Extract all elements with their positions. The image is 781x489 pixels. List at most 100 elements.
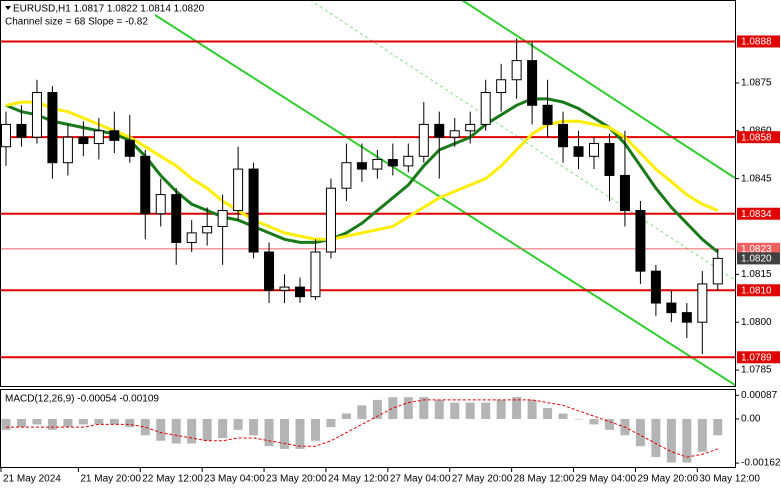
y-tick-label: -0.00162 xyxy=(741,458,781,469)
x-tick-label: 29 May 04:00 xyxy=(576,474,637,485)
x-tick-label: 23 May 20:00 xyxy=(266,474,327,485)
candle-body xyxy=(310,251,321,298)
candle-body xyxy=(341,162,352,189)
macd-bar xyxy=(481,402,491,419)
candle-body xyxy=(217,210,228,227)
candle-body xyxy=(109,130,120,141)
candle-body xyxy=(233,168,244,212)
channel-upper-line xyxy=(461,0,736,179)
y-tick-label: 0.00 xyxy=(741,414,761,425)
macd-bar xyxy=(326,418,336,428)
macd-bar xyxy=(16,418,26,428)
level-price-label: 1.0820 xyxy=(741,254,772,265)
y-tick-label: 1.0875 xyxy=(741,78,772,89)
candle-body xyxy=(666,302,677,314)
x-tick-label: 27 May 20:00 xyxy=(452,474,513,485)
x-tick-label: 24 May 12:00 xyxy=(328,474,389,485)
collapse-icon[interactable] xyxy=(5,6,11,10)
macd-bar xyxy=(140,418,150,436)
macd-bar xyxy=(574,418,584,420)
macd-bar xyxy=(589,418,599,425)
macd-bar xyxy=(635,418,645,447)
macd-title: MACD(12,26,9) -0.00054 -0.00109 xyxy=(5,394,159,405)
candle-body xyxy=(496,79,507,94)
x-tick-label: 27 May 04:00 xyxy=(390,474,451,485)
y-tick-label: 1.0815 xyxy=(741,269,772,280)
candle-body xyxy=(697,283,708,323)
moving-average xyxy=(5,97,719,254)
macd-bar xyxy=(32,418,42,425)
macd-bar xyxy=(713,418,723,436)
candle-body xyxy=(171,194,182,243)
candle-body xyxy=(589,143,599,157)
x-tick-label: 21 May 20:00 xyxy=(80,474,141,485)
candle-body xyxy=(558,123,569,148)
candle-body xyxy=(465,123,476,132)
candle-body xyxy=(573,146,584,157)
level-price-box xyxy=(737,35,780,48)
macd-frame xyxy=(0,389,736,468)
plot xyxy=(0,38,735,463)
macd-bar xyxy=(280,418,290,449)
candle-body xyxy=(527,60,538,106)
candle-body xyxy=(619,174,630,212)
macd-bar xyxy=(341,413,351,419)
macd-bar xyxy=(187,418,197,444)
y-tick-label: 1.0845 xyxy=(741,173,772,184)
candle-body xyxy=(604,143,615,176)
y-tick-label: 1.0860 xyxy=(741,125,772,136)
macd-bar xyxy=(78,418,88,425)
level-price-box xyxy=(737,131,780,144)
level-price-label: 1.0888 xyxy=(741,37,772,48)
macd-bar xyxy=(512,397,522,419)
candle-body xyxy=(356,162,367,170)
macd-bar xyxy=(156,418,166,441)
macd-bar xyxy=(403,397,413,419)
macd-bar xyxy=(450,402,460,419)
candle-body xyxy=(449,130,460,138)
candle-body xyxy=(542,104,553,125)
candle-body xyxy=(16,123,27,138)
macd-bar xyxy=(465,402,475,419)
y-tick-label: 1.0785 xyxy=(741,365,772,376)
channel-lower-line xyxy=(154,14,736,386)
candle-body xyxy=(62,136,73,164)
candle-body xyxy=(325,187,336,253)
level-price-label: 1.0858 xyxy=(741,132,772,143)
candle-body xyxy=(47,92,58,164)
macd-bar xyxy=(47,418,57,430)
level-price-label: 1.0810 xyxy=(741,285,772,296)
macd-bar xyxy=(697,418,707,452)
macd-bar xyxy=(558,413,568,419)
x-tick-label: 30 May 12:00 xyxy=(699,474,760,485)
candle-body xyxy=(93,130,104,145)
level-price-box xyxy=(737,242,780,255)
macd-bar xyxy=(357,405,367,419)
candle-body xyxy=(434,123,445,138)
macd-bar xyxy=(63,418,73,428)
candle-body xyxy=(480,92,491,125)
macd-bar xyxy=(496,399,506,419)
candle-body xyxy=(403,155,414,167)
candle-body xyxy=(418,123,429,157)
level-price-box xyxy=(737,252,780,265)
macd-bar xyxy=(527,399,537,419)
candle-body xyxy=(186,232,197,243)
level-price-label: 1.0823 xyxy=(741,244,772,255)
macd-bar xyxy=(109,418,119,425)
macd-bar xyxy=(388,397,398,419)
chart-subtitle: Channel size = 68 Slope = -0.82 xyxy=(5,17,148,28)
candle-body xyxy=(155,194,166,215)
macd-bar xyxy=(94,418,104,425)
macd-bar xyxy=(1,418,11,430)
macd-bar xyxy=(651,418,661,458)
candle-body xyxy=(712,257,723,285)
macd-bar xyxy=(218,418,228,439)
macd-bar xyxy=(249,418,259,436)
candle-body xyxy=(511,60,522,81)
candle-body xyxy=(31,92,42,138)
x-tick-label: 22 May 12:00 xyxy=(142,474,203,485)
level-price-label: 1.0789 xyxy=(741,352,772,363)
x-tick-label: 28 May 12:00 xyxy=(514,474,575,485)
x-tick-label: 29 May 20:00 xyxy=(637,474,698,485)
